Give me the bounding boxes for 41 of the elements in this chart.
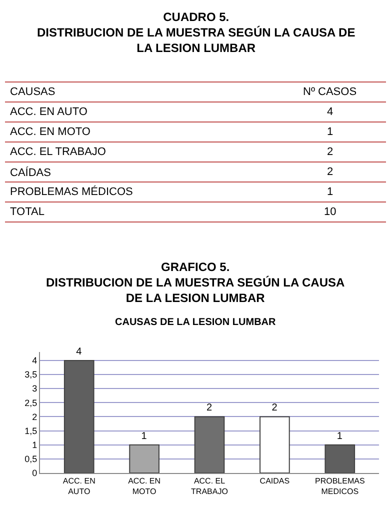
y-tick-label: 3,5 <box>24 370 38 380</box>
x-tick-label: ACC. EN AUTO <box>62 476 96 496</box>
chart-title: GRAFICO 5. DISTRIBUCION DE LA MUESTRA SEGÚN LA CAUSA DE LA LESION LUMBAR <box>46 260 346 306</box>
bar <box>64 360 94 473</box>
bar <box>194 416 225 473</box>
text: 2 <box>327 166 334 178</box>
text: Nº CASOS <box>303 86 357 98</box>
data-label: 1 <box>141 430 148 442</box>
bar <box>260 416 290 473</box>
text: 4 <box>327 106 334 118</box>
data-label: 1 <box>336 430 343 442</box>
text: 1 <box>327 126 334 138</box>
text: ACC. EN MOTO <box>10 126 91 138</box>
text: TOTAL <box>10 206 44 218</box>
text: 1 <box>327 186 334 198</box>
text: ACC. EN AUTO <box>10 106 88 118</box>
x-tick-label: PROBLEMAS MEDICOS <box>314 476 365 496</box>
text: CAUSAS <box>10 86 56 98</box>
bar <box>324 444 356 473</box>
x-tick-label: ACC. EL TRABAJO <box>191 476 228 496</box>
data-label: 2 <box>272 402 278 414</box>
y-tick-label: 4 <box>32 356 38 366</box>
text: ACC. EL TRABAJO <box>10 146 106 158</box>
text: CAÍDAS <box>10 166 51 179</box>
y-tick-label: 2 <box>32 412 38 422</box>
text: CUADRO 5. DISTRIBUCION DE LA MUESTRA SEGÚN LA CAUSA DE LA LESION LUMBAR <box>37 10 356 56</box>
y-tick-label: 0 <box>32 468 38 478</box>
data-label: 4 <box>76 346 82 358</box>
y-tick-label: 0,5 <box>24 454 38 464</box>
data-label: 2 <box>206 402 212 414</box>
y-tick-label: 1 <box>32 440 38 450</box>
chart-subtitle: CAUSAS DE LA LESION LUMBAR <box>115 317 277 328</box>
x-tick-label: ACC. EN MOTO <box>128 476 161 496</box>
y-tick-label: 1,5 <box>24 426 38 436</box>
text: 10 <box>324 206 336 218</box>
x-tick-label: CAIDAS <box>260 476 290 486</box>
y-tick-label: 2,5 <box>24 398 38 408</box>
y-tick-label: 3 <box>32 384 38 394</box>
bar <box>129 444 160 473</box>
text: PROBLEMAS MÉDICOS <box>10 185 133 198</box>
text: 2 <box>327 146 334 158</box>
